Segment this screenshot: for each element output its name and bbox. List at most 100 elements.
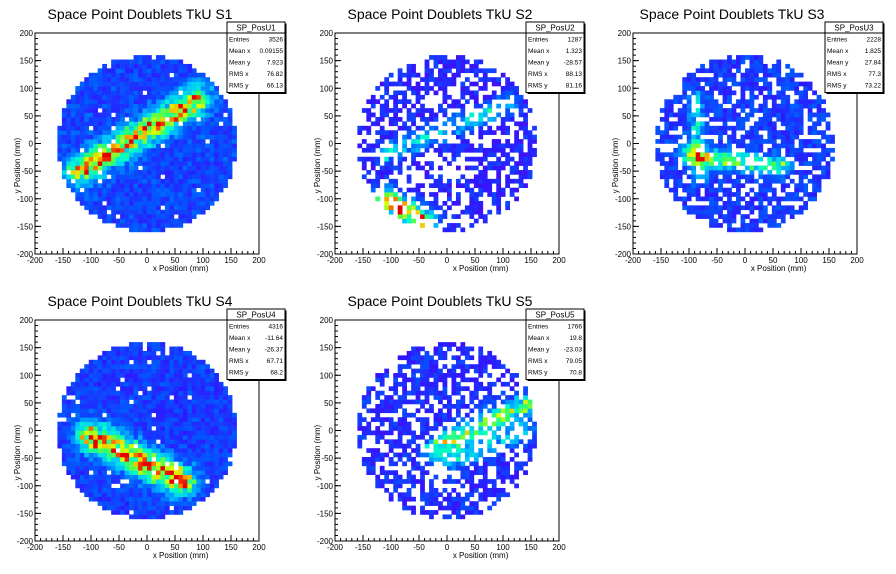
histogram-bin xyxy=(482,72,488,78)
histogram-bin xyxy=(500,94,506,100)
histogram-bin xyxy=(420,134,425,140)
histogram-bin xyxy=(487,103,493,109)
histogram-bin xyxy=(182,373,188,378)
histogram-bin xyxy=(93,452,99,458)
histogram-bin xyxy=(767,86,773,91)
histogram-bin xyxy=(785,143,791,149)
histogram-bin xyxy=(816,152,822,158)
histogram-bin xyxy=(406,205,412,211)
histogram-bin xyxy=(164,377,170,383)
stats-row-value: 1.825 xyxy=(865,48,882,55)
histogram-bin xyxy=(173,99,179,105)
histogram-bin xyxy=(196,377,202,383)
histogram-bin xyxy=(509,81,515,87)
histogram-bin xyxy=(420,125,425,131)
histogram-bin xyxy=(102,368,107,374)
x-axis-title: x Position (mm) xyxy=(453,264,509,273)
histogram-bin xyxy=(753,68,759,74)
histogram-bin xyxy=(129,452,134,458)
histogram-bin xyxy=(223,430,228,436)
histogram-bin xyxy=(124,461,130,467)
histogram-bin xyxy=(388,492,394,498)
histogram-bin xyxy=(155,403,161,409)
histogram-bin xyxy=(379,483,385,489)
histogram-bin xyxy=(214,170,219,175)
histogram-bin xyxy=(709,214,714,219)
histogram-bin xyxy=(722,72,728,78)
histogram-bin xyxy=(106,108,112,113)
histogram-bin xyxy=(397,368,403,374)
histogram-bin xyxy=(388,187,394,193)
histogram-bin xyxy=(771,125,777,131)
histogram-bin xyxy=(124,434,130,440)
histogram-bin xyxy=(713,125,719,131)
histogram-bin xyxy=(133,487,139,493)
histogram-bin xyxy=(731,200,737,206)
histogram-bin xyxy=(106,408,112,414)
histogram-bin xyxy=(133,170,139,175)
histogram-bin xyxy=(129,426,134,431)
histogram-bin xyxy=(812,174,817,180)
histogram-bin xyxy=(361,461,367,467)
histogram-bin xyxy=(93,483,99,489)
histogram-bin xyxy=(138,68,143,74)
histogram-bin xyxy=(115,359,121,365)
histogram-bin xyxy=(155,465,161,471)
histogram-bin xyxy=(682,183,688,188)
histogram-bin xyxy=(151,90,157,96)
histogram-bin xyxy=(129,99,134,105)
histogram-bin xyxy=(713,152,719,158)
histogram-bin xyxy=(133,108,139,113)
histogram-bin xyxy=(115,421,121,427)
x-tick-label: 150 xyxy=(224,256,238,265)
histogram-bin xyxy=(209,430,215,436)
histogram-bin xyxy=(523,170,528,175)
histogram-bin xyxy=(111,355,116,361)
histogram-bin xyxy=(366,448,372,453)
histogram-bin xyxy=(366,426,372,431)
histogram-bin xyxy=(424,470,430,475)
histogram-bin xyxy=(75,99,81,105)
histogram-bin xyxy=(160,434,166,440)
histogram-bin xyxy=(429,501,434,506)
histogram-bin xyxy=(496,209,502,215)
histogram-bin xyxy=(97,408,103,414)
histogram-bin xyxy=(84,364,90,369)
histogram-bin xyxy=(75,395,81,400)
histogram-bin xyxy=(686,108,692,113)
histogram-bin xyxy=(361,147,367,153)
histogram-bin xyxy=(187,125,193,131)
histogram-bin xyxy=(124,99,130,105)
histogram-bin xyxy=(102,408,107,414)
histogram-bin xyxy=(402,461,407,467)
histogram-bin xyxy=(825,170,831,175)
histogram-bin xyxy=(147,152,152,158)
histogram-bin xyxy=(84,116,90,122)
histogram-bin xyxy=(803,183,809,188)
histogram-bin xyxy=(115,439,121,445)
histogram-bin xyxy=(61,395,67,400)
histogram-bin xyxy=(79,134,85,140)
histogram-bin xyxy=(111,470,116,475)
histogram-bin xyxy=(388,395,394,400)
histogram-bin xyxy=(169,86,175,91)
histogram-bin xyxy=(709,156,714,162)
histogram-bin xyxy=(84,152,90,158)
histogram-bin xyxy=(120,492,125,498)
histogram-bin xyxy=(142,483,148,489)
histogram-bin xyxy=(142,443,148,449)
histogram-bin xyxy=(785,147,791,153)
histogram-bin xyxy=(155,156,161,162)
histogram-bin xyxy=(682,121,688,127)
histogram-bin xyxy=(803,99,809,105)
histogram-bin xyxy=(102,443,107,449)
histogram-bin xyxy=(727,86,732,91)
histogram-bin xyxy=(722,192,728,197)
histogram-bin xyxy=(155,457,161,462)
histogram-bin xyxy=(142,214,148,219)
histogram-bin xyxy=(713,200,719,206)
histogram-bin xyxy=(115,139,121,144)
histogram-bin xyxy=(727,156,732,162)
histogram-bin xyxy=(420,116,425,122)
histogram-bin xyxy=(767,121,773,127)
